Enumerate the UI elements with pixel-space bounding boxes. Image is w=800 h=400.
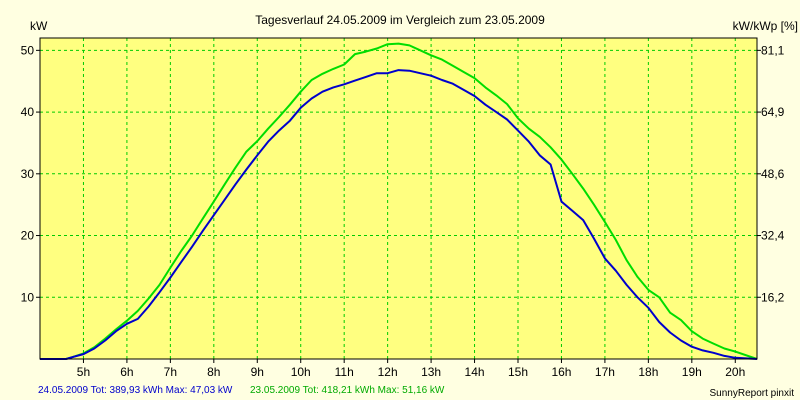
x-tick-label: 11h (335, 365, 354, 379)
footer-credit: SunnyReport pinxit (710, 388, 795, 399)
x-tick-label: 7h (164, 365, 177, 379)
y-tick-label-right: 32,4 (761, 229, 785, 243)
series-line-24052009 (40, 69, 758, 360)
x-tick-label: 9h (251, 365, 264, 379)
chart-title: Tagesverlauf 24.05.2009 im Vergleich zum… (255, 13, 545, 27)
y-tick-label-left: 20 (21, 229, 35, 243)
y-axis-label-left: kW (30, 19, 48, 33)
footer-series-1-summary: 24.05.2009 Tot: 389,93 kWh Max: 47,03 kW (38, 385, 233, 396)
y-tick-label-right: 16,2 (761, 290, 785, 304)
x-tick-label: 8h (207, 365, 220, 379)
plot-area (40, 38, 757, 359)
series-line-23052009 (40, 42, 758, 360)
x-tick-label: 14h (465, 365, 485, 379)
x-tick-label: 6h (120, 365, 133, 379)
x-tick-label: 12h (378, 365, 398, 379)
y-tick-label-left: 30 (21, 167, 35, 181)
y-tick-label-left: 50 (21, 43, 35, 57)
x-tick-label: 16h (551, 365, 571, 379)
y-tick-label-left: 10 (21, 290, 35, 304)
y-tick-label-right: 64,9 (761, 105, 785, 119)
x-tick-label: 19h (682, 365, 702, 379)
plot-frame (39, 37, 758, 360)
x-tick-label: 13h (421, 365, 441, 379)
series-layer (40, 42, 758, 360)
tick-labels: 5h 6h 7h 8h 9h 10h 11h 12h 13h 14h 15h 16h 17h 18h 19h… (21, 43, 785, 379)
y-axis-label-right: kW/kWp [%] (733, 19, 798, 33)
y-tick-label-right: 81,1 (761, 43, 785, 57)
x-tick-label: 18h (638, 365, 658, 379)
x-tick-label: 17h (595, 365, 615, 379)
x-tick-label: 10h (291, 365, 311, 379)
x-tick-label: 5h (77, 365, 90, 379)
x-tick-label: 15h (508, 365, 528, 379)
footer-series-2-summary: 23.05.2009 Tot: 418,21 kWh Max: 51,16 kW (250, 385, 445, 396)
x-tick-label: 20h (725, 365, 745, 379)
y-tick-label-right: 48,6 (761, 167, 785, 181)
y-tick-label-left: 40 (21, 105, 35, 119)
